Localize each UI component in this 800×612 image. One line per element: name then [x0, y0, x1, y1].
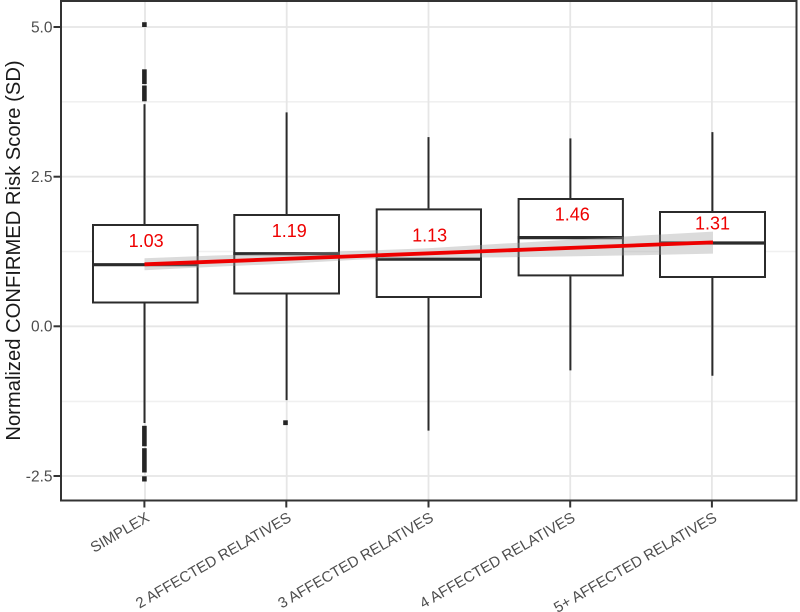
svg-text:0.0: 0.0: [31, 319, 53, 336]
svg-text:2.5: 2.5: [31, 169, 53, 186]
svg-text:1.31: 1.31: [695, 213, 730, 233]
svg-text:1.46: 1.46: [555, 204, 590, 224]
svg-text:5.0: 5.0: [31, 19, 53, 36]
svg-text:1.13: 1.13: [412, 225, 447, 245]
svg-text:-2.5: -2.5: [26, 468, 53, 485]
svg-text:Normalized CONFIRMED Risk Scor: Normalized CONFIRMED Risk Score (SD): [3, 60, 25, 440]
svg-text:1.19: 1.19: [272, 221, 307, 241]
svg-text:1.03: 1.03: [129, 231, 164, 251]
